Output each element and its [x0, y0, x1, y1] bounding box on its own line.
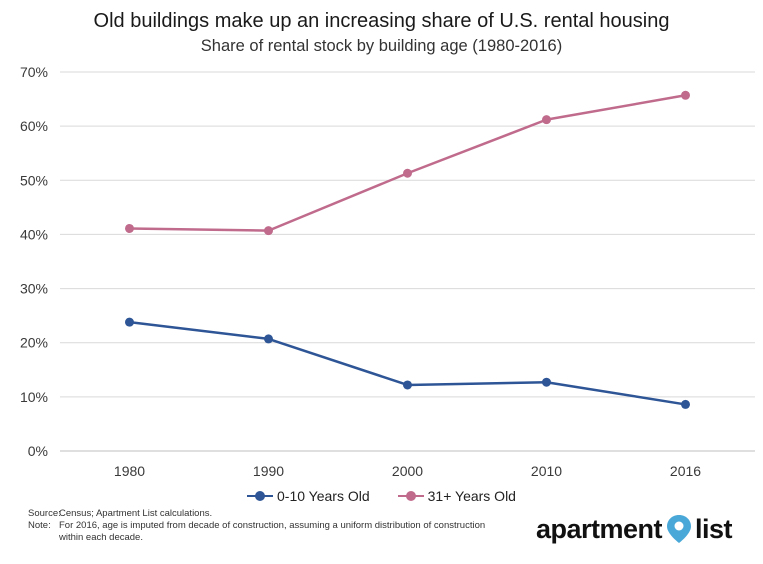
logo-word-apartment: apartment	[536, 513, 663, 544]
source-text: Census; Apartment List calculations.	[59, 508, 213, 519]
y-tick-label: 60%	[20, 118, 48, 134]
data-point	[403, 168, 412, 178]
footnotes: Source: Census; Apartment List calculati…	[28, 508, 499, 544]
data-point	[542, 377, 551, 387]
series-line	[129, 94, 686, 232]
location-pin-icon	[667, 515, 692, 543]
data-point	[125, 223, 134, 233]
data-point	[264, 334, 273, 344]
source-note: Source: Census; Apartment List calculati…	[28, 508, 499, 520]
y-tick-label: 10%	[20, 389, 48, 405]
legend: 0-10 Years Old 31+ Years Old	[0, 484, 763, 504]
note-text: For 2016, age is imputed from decade of …	[59, 520, 486, 543]
legend-swatch	[247, 491, 273, 501]
legend-label: 31+ Years Old	[427, 488, 516, 504]
data-point	[125, 317, 134, 327]
x-tick-label: 2016	[670, 463, 701, 479]
chart-subtitle: Share of rental stock by building age (1…	[200, 37, 563, 55]
y-tick-label: 40%	[20, 226, 48, 242]
series-line	[129, 320, 686, 406]
legend-dot	[405, 491, 416, 501]
y-tick-label: 30%	[20, 281, 48, 297]
x-tick-label: 2000	[392, 463, 423, 479]
y-tick-label: 0%	[28, 443, 48, 459]
data-point	[264, 226, 273, 236]
x-tick-label: 2010	[531, 463, 562, 479]
data-point	[542, 115, 551, 125]
y-tick-label: 70%	[20, 64, 48, 80]
logo-word-list: list	[695, 513, 733, 544]
x-tick-label: 1990	[253, 463, 284, 479]
chart-title: Old buildings make up an increasing shar…	[93, 10, 670, 32]
note-label: Note:	[28, 520, 51, 531]
legend-item: 0-10 Years Old	[247, 488, 370, 504]
legend-item: 31+ Years Old	[397, 488, 516, 504]
legend-label: 0-10 Years Old	[277, 488, 370, 504]
y-tick-label: 20%	[20, 335, 48, 351]
y-tick-label: 50%	[20, 172, 48, 188]
method-note: Note: For 2016, age is imputed from deca…	[28, 520, 499, 544]
source-label: Source:	[28, 508, 61, 519]
data-point	[681, 399, 690, 409]
apartment-list-logo: apartment list	[536, 511, 733, 547]
data-point	[403, 380, 412, 390]
x-tick-label: 1980	[114, 463, 145, 479]
legend-swatch	[397, 491, 424, 501]
data-point	[681, 90, 690, 100]
legend-dot	[255, 491, 265, 501]
